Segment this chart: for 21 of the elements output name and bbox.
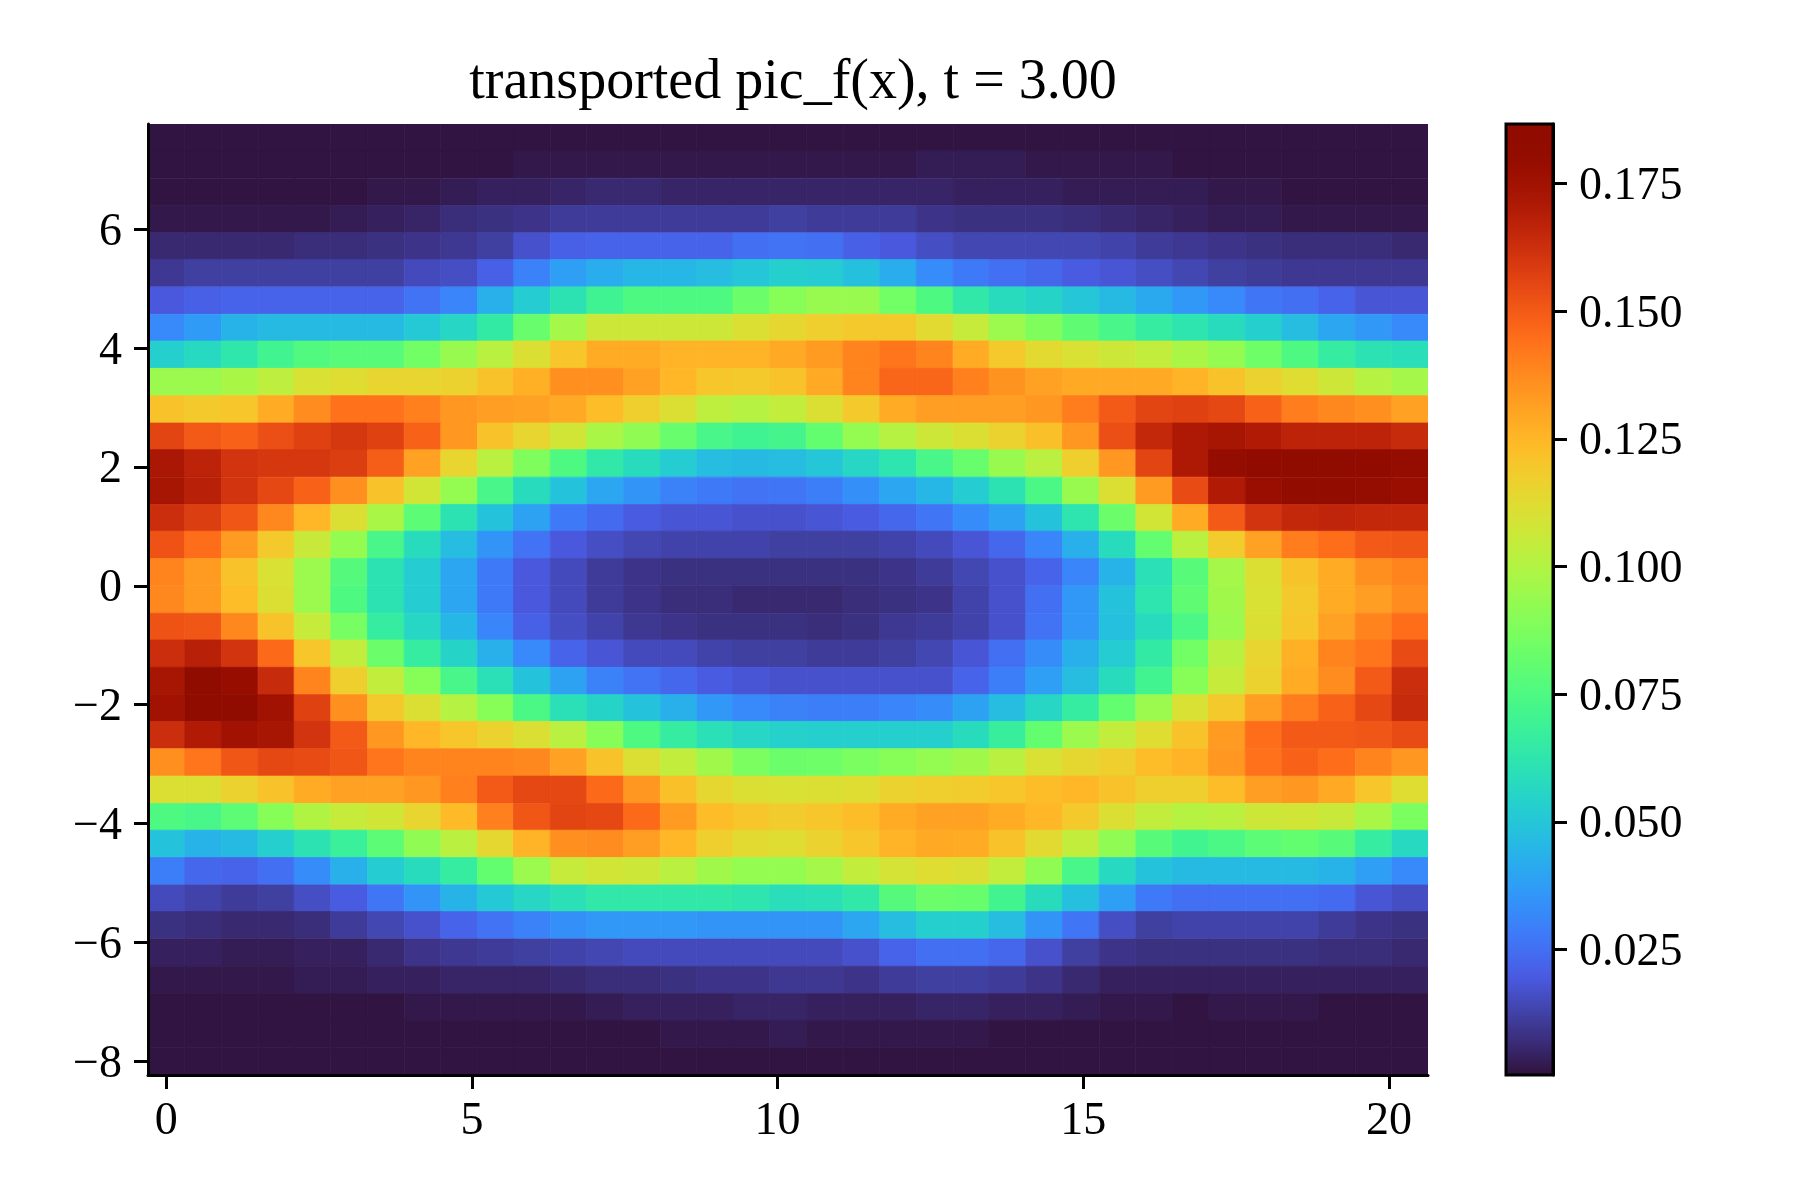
- color-bar-label: 0.050: [1579, 796, 1683, 848]
- y-tick-label: 0: [99, 560, 122, 612]
- x-tick-label: 10: [754, 1092, 801, 1144]
- color-bar-label: 0.025: [1579, 923, 1683, 975]
- x-tick-label: 0: [154, 1092, 178, 1144]
- color-bar-label: 0.175: [1579, 158, 1683, 210]
- y-tick-label: −8: [73, 1035, 122, 1087]
- y-tick-label: −6: [73, 916, 122, 968]
- y-tick-label: −4: [73, 798, 122, 850]
- x-tick-label: 15: [1060, 1092, 1107, 1144]
- x-tick-label: 5: [460, 1092, 484, 1144]
- y-tick-label: 6: [99, 203, 122, 255]
- x-tick-label: 20: [1365, 1092, 1412, 1144]
- chart-title: transported pic_f(x), t = 3.00: [469, 48, 1117, 111]
- y-tick-label: 2: [99, 441, 122, 493]
- color-bar-label: 0.100: [1579, 541, 1683, 593]
- y-tick-label: 4: [99, 322, 122, 374]
- y-tick-label: −2: [73, 679, 122, 731]
- color-bar-label: 0.075: [1579, 668, 1683, 720]
- color-bar-label: 0.125: [1579, 413, 1683, 465]
- color-bar-label: 0.150: [1579, 285, 1683, 337]
